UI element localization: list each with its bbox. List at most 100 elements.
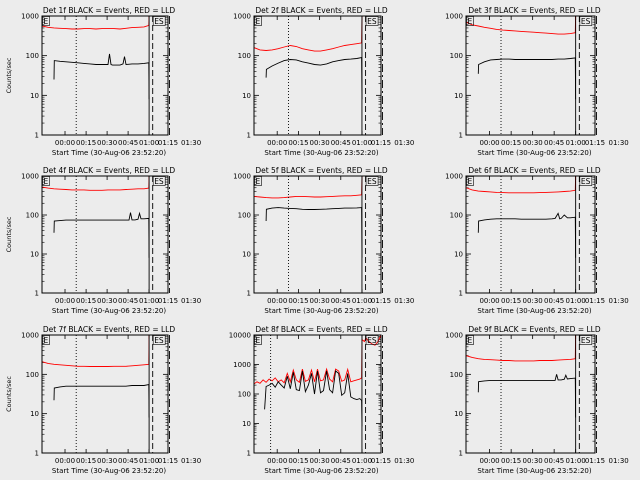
panel-4: Det 4f BLACK = Events, RED = LLD Start Ti… [5,166,201,315]
y-tick-label: 10 [242,251,251,259]
x-tick-label: 00:15 [288,297,308,305]
y-tick-label: 1000 [233,361,251,369]
x-tick-label: 00:00 [55,457,75,465]
y-tick-label: 1000 [21,173,39,181]
x-tick-label: 00:15 [288,139,308,147]
y-tick-label: 100 [238,52,251,60]
y-tick-label: 10 [242,420,251,428]
series-events [265,56,363,100]
panel-title: Det 2f BLACK = Events, RED = LLD [255,6,388,15]
panel-1: Det 1f BLACK = Events, RED = LLD Start Ti… [5,6,201,157]
x-tick-label: 01:15 [585,139,605,147]
x-tick-label: 01:00 [566,139,586,147]
y-tick-label: 10 [454,251,463,259]
x-tick-label: 00:45 [544,297,564,305]
y-tick-label: 100 [450,52,463,60]
x-tick-label: 01:30 [394,457,414,465]
annotation-label: ES [581,177,591,186]
annotation-label: E [468,17,473,26]
panel-5: Det 5f BLACK = Events, RED = LLD Start Ti… [233,166,414,315]
x-tick-label: 01:00 [566,457,586,465]
plot-frame [41,334,169,454]
series-lld [42,176,152,191]
x-tick-label: 00:30 [310,139,330,147]
x-tick-label: 00:45 [544,457,564,465]
panel-title: Det 9f BLACK = Events, RED = LLD [468,325,601,334]
x-tick-label: 00:45 [118,297,138,305]
x-tick-label: 01:15 [371,297,391,305]
x-tick-label: 00:00 [479,139,499,147]
x-tick-label: 00:30 [97,297,117,305]
panel-9: Det 9f BLACK = Events, RED = LLD Start Ti… [445,325,629,475]
series-events [477,373,577,418]
series-events [264,370,363,427]
x-axis-label: Start Time (30-Aug-06 23:52:20) [264,467,378,475]
y-tick-label: 100 [26,212,39,220]
x-tick-label: 00:30 [97,139,117,147]
x-tick-label: 01:30 [609,457,629,465]
plot-frame [253,175,382,294]
x-tick-label: 00:15 [76,457,96,465]
y-tick-label: 1 [247,132,251,140]
y-tick-label: 1 [459,450,463,458]
x-tick-label: 00:30 [310,297,330,305]
series-lld [42,16,152,30]
annotation-label: E [256,177,261,186]
plot-frame [41,15,169,136]
y-tick-label: 1 [247,290,251,298]
x-tick-label: 00:00 [55,139,75,147]
series-events [477,212,577,258]
x-tick-label: 01:00 [352,457,372,465]
x-tick-label: 00:30 [523,297,543,305]
annotation-label: ES [367,177,377,186]
x-tick-label: 00:45 [331,457,351,465]
y-tick-label: 1000 [445,13,463,21]
x-tick-label: 01:15 [371,457,391,465]
y-tick-label: 100 [238,212,251,220]
plot-frame [465,334,596,454]
x-tick-label: 01:00 [352,139,372,147]
plot-frame [253,15,382,136]
panel-title: Det 8f BLACK = Events, RED = LLD [255,325,388,334]
x-axis-label: Start Time (30-Aug-06 23:52:20) [52,149,166,157]
x-tick-label: 01:00 [139,139,159,147]
y-tick-label: 1000 [21,332,39,340]
x-tick-label: 01:00 [139,457,159,465]
x-tick-label: 01:30 [181,297,201,305]
x-axis-label: Start Time (30-Aug-06 23:52:20) [477,467,591,475]
y-tick-label: 1000 [233,13,251,21]
x-tick-label: 00:30 [523,457,543,465]
x-axis-label: Start Time (30-Aug-06 23:52:20) [52,307,166,315]
x-axis-label: Start Time (30-Aug-06 23:52:20) [264,149,378,157]
y-axis-label: Counts/sec [5,376,13,412]
x-tick-label: 00:45 [118,457,138,465]
x-tick-label: 01:00 [352,297,372,305]
panel-7: Det 7f BLACK = Events, RED = LLD Start Ti… [5,325,201,475]
x-tick-label: 01:30 [609,297,629,305]
annotation-label: E [468,177,473,186]
annotation-label: ES [367,336,377,345]
y-tick-label: 10 [30,410,39,418]
x-tick-label: 00:15 [288,457,308,465]
annotation-label: E [468,336,473,345]
annotation-label: E [256,17,261,26]
panel-2: Det 2f BLACK = Events, RED = LLD Start Ti… [233,6,414,157]
y-tick-label: 1 [35,450,39,458]
x-tick-label: 00:45 [118,139,138,147]
panel-title: Det 3f BLACK = Events, RED = LLD [468,6,601,15]
y-tick-label: 10 [242,92,251,100]
y-tick-label: 10 [454,410,463,418]
x-tick-label: 00:45 [331,297,351,305]
annotation-label: E [44,177,49,186]
series-lld [466,335,579,362]
panel-8: Det 8f BLACK = Events, RED = LLD Start Ti… [229,325,415,475]
x-tick-label: 00:00 [267,457,287,465]
series-lld [42,335,152,367]
panel-3: Det 3f BLACK = Events, RED = LLD Start Ti… [445,6,629,157]
y-tick-label: 100 [26,52,39,60]
series-lld [254,176,365,199]
series-lld [254,16,365,52]
panel-title: Det 6f BLACK = Events, RED = LLD [468,166,601,175]
y-tick-label: 1 [459,290,463,298]
